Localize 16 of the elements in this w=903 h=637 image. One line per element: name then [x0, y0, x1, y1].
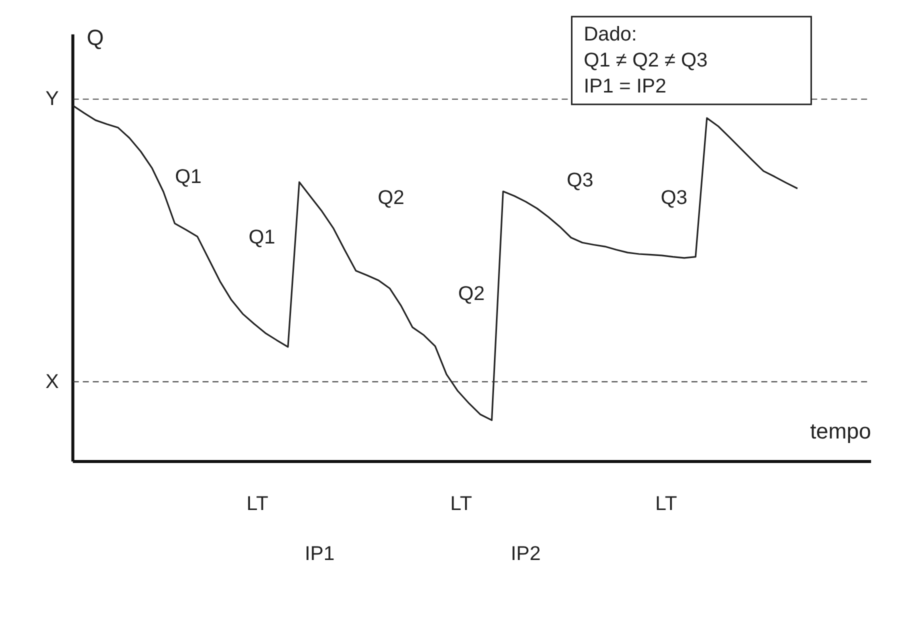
annotation: Q2 [458, 283, 485, 306]
annotation: Q3 [660, 187, 688, 210]
text: LT [450, 493, 472, 516]
x-axis-title: tempo [810, 418, 872, 444]
ref-line-label: Y [46, 88, 59, 110]
text: LT [655, 493, 678, 516]
text: LT [246, 493, 268, 516]
annotation: Q1 [248, 226, 276, 248]
annotation: Q3 [566, 169, 594, 192]
annotation: Q2 [378, 187, 404, 210]
y-axis-title: Q [86, 24, 104, 50]
text: IP2 [510, 543, 541, 566]
text: IP1 [304, 543, 335, 566]
annotation: Q1 [175, 166, 202, 188]
ref-line-label: X [46, 370, 59, 393]
text: Dado: Q1 ≠ Q2 ≠ Q3 IP1 = IP2 [584, 24, 708, 98]
